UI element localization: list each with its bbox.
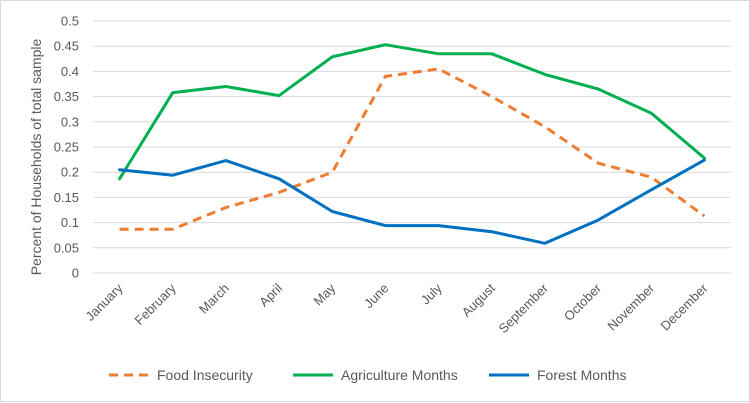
y-tick-label: 0.15: [54, 190, 79, 205]
x-tick-label: September: [495, 280, 551, 336]
x-tick-label: August: [459, 280, 498, 319]
x-tick-label: February: [131, 280, 179, 328]
x-tick-label: July: [418, 280, 445, 307]
x-axis-ticks: January February March April May June July Augu…: [82, 280, 711, 336]
y-tick-label: 0.2: [61, 165, 79, 180]
legend-label: Forest Months: [537, 367, 626, 383]
x-tick-label: October: [561, 280, 605, 324]
y-tick-label: 0.4: [61, 64, 79, 79]
y-tick-label: 0.25: [54, 140, 79, 155]
legend: Food Insecurity Agriculture Months Forest …: [109, 367, 626, 383]
y-axis-ticks: 0 0.05 0.1 0.15 0.2 0.25 0.3 0.35 0.4 0.45 0.5: [54, 14, 79, 281]
series-lines: [118, 43, 706, 245]
x-tick-label: December: [658, 280, 711, 333]
x-tick-label: May: [310, 280, 338, 308]
y-tick-label: 0.35: [54, 89, 79, 104]
x-tick-label: January: [82, 280, 126, 324]
x-tick-label: March: [196, 281, 232, 317]
series-line-food-insecurity: [119, 67, 706, 231]
x-tick-label: June: [361, 281, 392, 312]
y-axis-label: Percent of Households of total sample: [28, 38, 44, 275]
y-tick-label: 0.3: [61, 114, 79, 129]
x-tick-label: November: [604, 280, 657, 333]
legend-label: Agriculture Months: [341, 367, 458, 383]
y-tick-label: 0.1: [61, 215, 79, 230]
y-tick-label: 0.05: [54, 240, 79, 255]
series-line-forest-months: [118, 158, 706, 245]
y-tick-label: 0.45: [54, 39, 79, 54]
y-tick-label: 0.5: [61, 14, 79, 29]
x-tick-label: April: [256, 280, 285, 309]
series-line-agriculture-months: [118, 43, 706, 181]
grid-lines: [93, 20, 731, 274]
legend-label: Food Insecurity: [157, 367, 253, 383]
y-tick-label: 0: [72, 266, 79, 281]
